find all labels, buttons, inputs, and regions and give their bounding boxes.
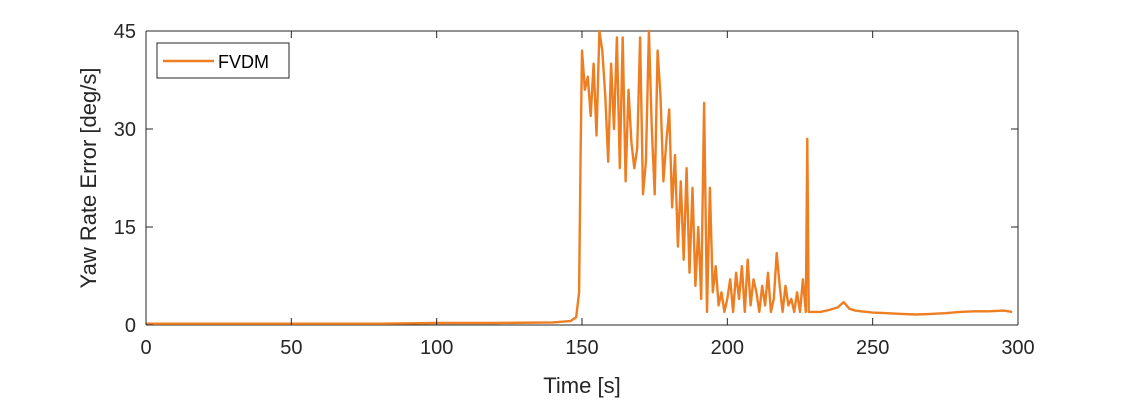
x-axis-ticks: 0 50 100 150 200 250 300: [140, 31, 1035, 359]
x-tick-label: 50: [280, 337, 302, 359]
y-axis-ticks: 0 15 30 45: [114, 21, 1018, 337]
legend: FVDM: [156, 42, 290, 79]
y-axis-label: Yaw Rate Error [deg/s]: [76, 68, 101, 289]
series-line-fvdm: [146, 29, 1013, 325]
y-tick-label: 0: [125, 315, 136, 337]
x-axis-label: Time [s]: [543, 373, 620, 398]
y-tick-label: 30: [114, 119, 136, 141]
x-tick-label: 100: [420, 337, 453, 359]
y-tick-label: 45: [114, 21, 136, 43]
x-tick-label: 150: [565, 337, 598, 359]
x-tick-label: 0: [140, 337, 151, 359]
legend-label-fvdm: FVDM: [218, 52, 269, 72]
x-tick-label: 300: [1001, 337, 1034, 359]
x-tick-label: 200: [711, 337, 744, 359]
data-layer: [146, 29, 1013, 325]
y-tick-label: 15: [114, 217, 136, 239]
x-tick-label: 250: [856, 337, 889, 359]
